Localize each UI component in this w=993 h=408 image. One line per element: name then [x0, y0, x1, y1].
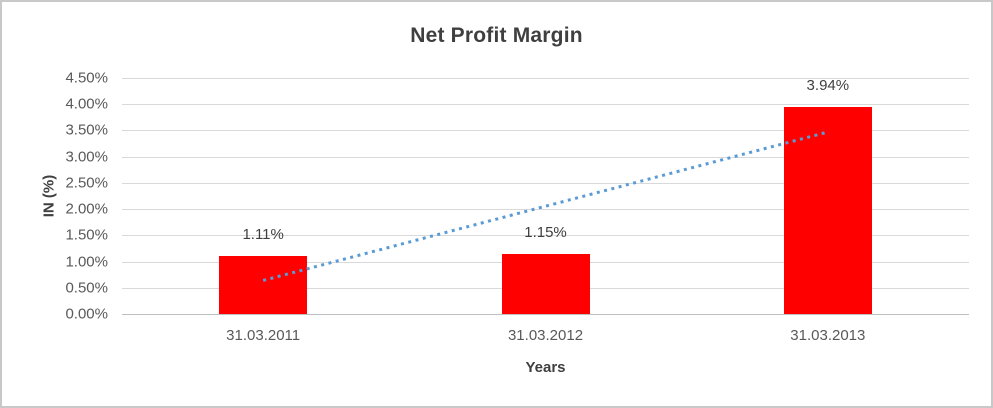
y-tick-label: 1.00%: [65, 253, 108, 271]
y-tick-label: 4.00%: [65, 95, 108, 113]
x-tick-label: 31.03.2012: [507, 327, 584, 344]
y-tick-label: 2.50%: [65, 174, 108, 192]
bar: [501, 253, 590, 314]
y-tick-label: 3.50%: [65, 121, 108, 139]
y-tick-label: 0.50%: [65, 279, 108, 297]
trendline-segment: [262, 130, 829, 282]
gridline: [122, 209, 969, 211]
gridline: [122, 182, 969, 184]
y-tick-label: 4.50%: [65, 69, 108, 87]
gridline: [122, 130, 969, 132]
bar: [219, 255, 308, 314]
gridline: [122, 78, 969, 79]
x-tick-label: 31.03.2011: [226, 327, 301, 344]
plot-area: [122, 78, 969, 315]
gridline: [122, 104, 969, 106]
y-tick-label: 3.00%: [65, 148, 108, 166]
gridline: [122, 235, 969, 237]
y-tick-label: 2.00%: [65, 200, 108, 218]
x-axis-line: [122, 314, 969, 315]
bar-value-label: 1.15%: [524, 223, 567, 241]
gridline: [122, 156, 969, 158]
x-axis-title: Years: [525, 359, 566, 376]
bar-value-label: 1.11%: [242, 225, 284, 243]
x-tick-label: 31.03.2013: [790, 327, 866, 344]
bar-value-label: 3.94%: [806, 77, 850, 95]
y-tick-label: 0.00%: [65, 305, 108, 323]
trendline: [262, 130, 829, 282]
chart-title: Net Profit Margin: [410, 24, 583, 47]
bar: [783, 107, 872, 314]
y-tick-label: 1.50%: [65, 226, 108, 244]
